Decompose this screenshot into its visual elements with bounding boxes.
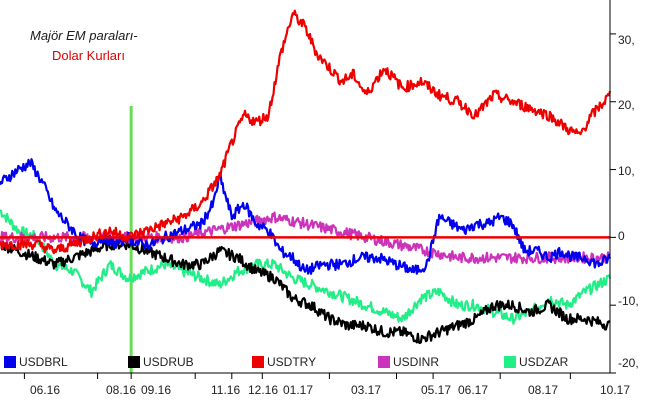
chart-title: Majör EM paraları- <box>30 28 138 43</box>
y-tick-label: 20, <box>618 98 635 112</box>
chart-subtitle: Dolar Kurları <box>52 48 125 63</box>
x-tick-label: 06.16 <box>30 383 61 397</box>
x-tick-label: 08.17 <box>528 383 559 397</box>
x-tick-label: 09.16 <box>141 383 172 397</box>
y-tick-label: 30, <box>618 33 635 47</box>
legend-label-usdtry: USDTRY <box>267 355 317 369</box>
legend-label-usdbrl: USDBRL <box>19 355 68 369</box>
x-tick-label: 05.17 <box>421 383 452 397</box>
series-line-usdzar <box>0 209 612 325</box>
x-tick-label: 03.17 <box>351 383 382 397</box>
x-tick-label: 10.17 <box>600 383 631 397</box>
x-tick-label: 11.16 <box>211 383 241 397</box>
x-tick-label: 06.17 <box>458 383 489 397</box>
x-tick-label: 01.17 <box>283 383 314 397</box>
legend-swatch-usdtry <box>252 356 264 368</box>
legend-label-usdinr: USDINR <box>393 355 440 369</box>
y-tick-label: 0 <box>618 229 625 243</box>
legend-label-usdrub: USDRUB <box>143 355 194 369</box>
legend-swatch-usdrub <box>128 356 140 368</box>
legend-swatch-usdinr <box>378 356 390 368</box>
series-line-usdtry <box>0 9 612 255</box>
x-tick-label: 08.16 <box>106 383 137 397</box>
legend-swatch-usdbrl <box>4 356 16 368</box>
legend-usdtry: USDTRY <box>252 354 316 370</box>
legend-label-usdzar: USDZAR <box>519 355 569 369</box>
legend-usdrub: USDRUB <box>128 354 194 370</box>
series-line-usdrub <box>0 238 611 345</box>
legend-usdzar: USDZAR <box>504 354 568 370</box>
legend-swatch-usdzar <box>504 356 516 368</box>
legend-usdinr: USDINR <box>378 354 439 370</box>
x-tick-label: 12.16 <box>248 383 279 397</box>
y-tick-label: 10, <box>618 164 635 178</box>
y-tick-label: -10, <box>618 294 639 308</box>
legend-usdbrl: USDBRL <box>4 354 68 370</box>
y-tick-label: -20, <box>618 356 639 370</box>
